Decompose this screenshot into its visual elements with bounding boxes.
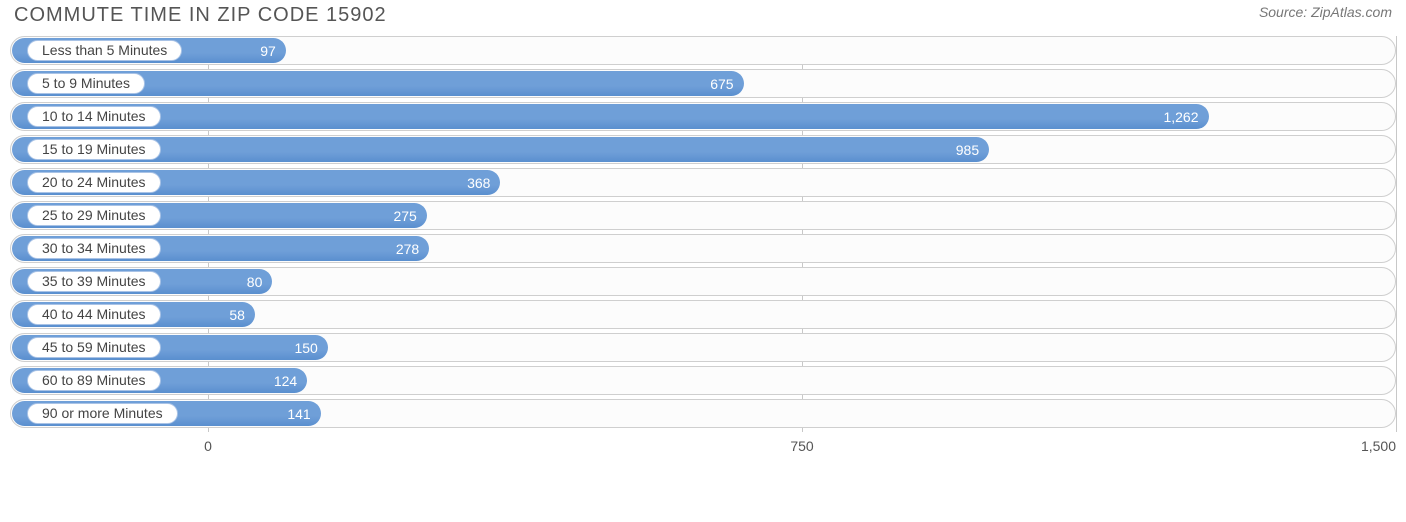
bar-row: 45 to 59 Minutes 150 <box>10 333 1396 362</box>
bar-row: 5 to 9 Minutes 675 <box>10 69 1396 98</box>
value-label: 985 <box>956 136 979 163</box>
grid-line <box>1396 36 1397 432</box>
bar-track: 60 to 89 Minutes 124 <box>10 366 1396 395</box>
bar-track: 35 to 39 Minutes 80 <box>10 267 1396 296</box>
x-tick-label: 1,500 <box>1361 438 1396 454</box>
bar-track: 20 to 24 Minutes 368 <box>10 168 1396 197</box>
category-label: 20 to 24 Minutes <box>27 172 161 193</box>
value-label: 58 <box>229 301 245 328</box>
chart-title: COMMUTE TIME IN ZIP CODE 15902 <box>14 4 387 27</box>
category-label: 60 to 89 Minutes <box>27 370 161 391</box>
bar-row: 10 to 14 Minutes 1,262 <box>10 102 1396 131</box>
category-label: 40 to 44 Minutes <box>27 304 161 325</box>
bar-row: 30 to 34 Minutes 278 <box>10 234 1396 263</box>
bar-track: 5 to 9 Minutes 675 <box>10 69 1396 98</box>
bar-row: Less than 5 Minutes 97 <box>10 36 1396 65</box>
bar-row: 20 to 24 Minutes 368 <box>10 168 1396 197</box>
category-label: 10 to 14 Minutes <box>27 106 161 127</box>
bar-row: 90 or more Minutes 141 <box>10 399 1396 428</box>
bar-row: 25 to 29 Minutes 275 <box>10 201 1396 230</box>
chart-rows: Less than 5 Minutes 97 5 to 9 Minutes 675 10… <box>10 36 1396 428</box>
category-label: 5 to 9 Minutes <box>27 73 145 94</box>
value-label: 368 <box>467 169 490 196</box>
value-label: 278 <box>396 235 419 262</box>
bar-row: 60 to 89 Minutes 124 <box>10 366 1396 395</box>
bar <box>11 103 1209 130</box>
bar-track: 40 to 44 Minutes 58 <box>10 300 1396 329</box>
bar-track: 10 to 14 Minutes 1,262 <box>10 102 1396 131</box>
value-label: 1,262 <box>1163 103 1198 130</box>
category-label: Less than 5 Minutes <box>27 40 182 61</box>
commute-time-bar-chart: Less than 5 Minutes 97 5 to 9 Minutes 675 10… <box>10 36 1396 476</box>
bar-row: 40 to 44 Minutes 58 <box>10 300 1396 329</box>
value-label: 141 <box>287 400 310 427</box>
bar-track: Less than 5 Minutes 97 <box>10 36 1396 65</box>
bar-track: 25 to 29 Minutes 275 <box>10 201 1396 230</box>
bar-track: 90 or more Minutes 141 <box>10 399 1396 428</box>
category-label: 35 to 39 Minutes <box>27 271 161 292</box>
chart-header: COMMUTE TIME IN ZIP CODE 15902 Source: Z… <box>10 0 1396 36</box>
category-label: 25 to 29 Minutes <box>27 205 161 226</box>
chart-source: Source: ZipAtlas.com <box>1259 4 1392 20</box>
value-label: 150 <box>294 334 317 361</box>
bar-row: 35 to 39 Minutes 80 <box>10 267 1396 296</box>
x-tick-label: 0 <box>204 438 212 454</box>
x-axis: 0 750 1,500 <box>10 432 1396 460</box>
category-label: 90 or more Minutes <box>27 403 178 424</box>
bar-track: 15 to 19 Minutes 985 <box>10 135 1396 164</box>
value-label: 124 <box>274 367 297 394</box>
category-label: 30 to 34 Minutes <box>27 238 161 259</box>
category-label: 45 to 59 Minutes <box>27 337 161 358</box>
x-tick-label: 750 <box>790 438 813 454</box>
value-label: 97 <box>260 37 276 64</box>
bar-track: 30 to 34 Minutes 278 <box>10 234 1396 263</box>
category-label: 15 to 19 Minutes <box>27 139 161 160</box>
bar-row: 15 to 19 Minutes 985 <box>10 135 1396 164</box>
value-label: 675 <box>710 70 733 97</box>
value-label: 275 <box>393 202 416 229</box>
bar-track: 45 to 59 Minutes 150 <box>10 333 1396 362</box>
value-label: 80 <box>247 268 263 295</box>
